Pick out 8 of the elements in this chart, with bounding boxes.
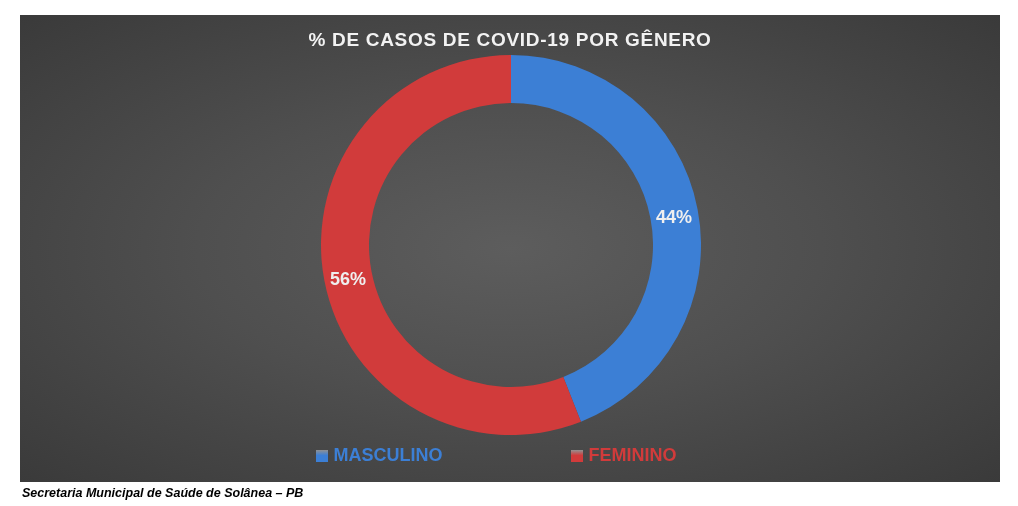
chart-title: % DE CASOS DE COVID-19 POR GÊNERO	[308, 29, 712, 50]
text: Secretaria Municipal de Saúde de Solânea – PB	[22, 486, 304, 500]
data-label: 44%	[656, 206, 693, 227]
donut-slice	[321, 55, 581, 435]
legend-label: FEMININO	[588, 445, 677, 466]
data-label: 56%	[329, 269, 366, 290]
donut-slice	[511, 55, 701, 422]
legend-label: MASCULINO	[333, 445, 443, 466]
